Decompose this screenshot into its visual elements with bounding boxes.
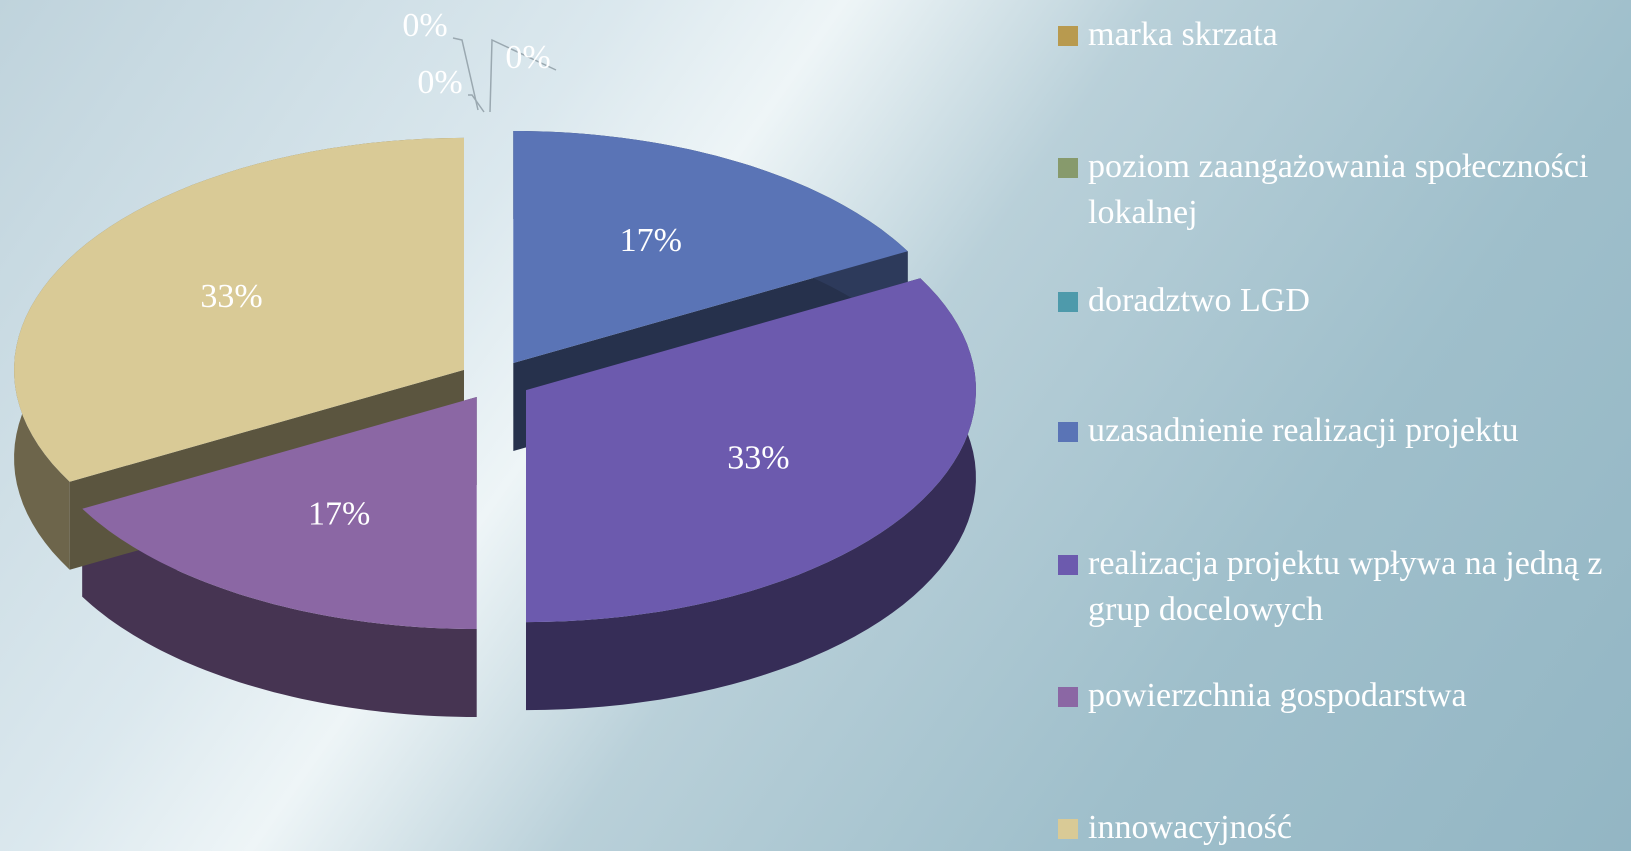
data-label: 0%: [402, 7, 447, 44]
slice: [14, 137, 464, 482]
data-label: 0%: [505, 39, 550, 76]
slice-side: [526, 278, 976, 711]
data-label: 0%: [417, 64, 462, 101]
leader-line: [452, 37, 479, 111]
legend-swatch: [1058, 422, 1078, 442]
slice-side: [82, 508, 477, 717]
legend-item: realizacja projektu wpływa na jedną z gr…: [1058, 541, 1628, 633]
legend-item: marka skrzata: [1058, 12, 1628, 58]
legend-label: innowacyjność: [1088, 809, 1292, 846]
chart: 0% 0% 0% 17% 33% 17% 33%: [14, 7, 976, 717]
legend-item: innowacyjność: [1058, 805, 1628, 851]
data-label: 33%: [200, 278, 262, 315]
data-label: 17%: [620, 222, 682, 259]
slice: [82, 397, 477, 629]
slice: [513, 131, 908, 363]
legend-label: powierzchnia gospodarstwa: [1088, 677, 1467, 714]
slice: [526, 278, 976, 623]
data-label: 33%: [727, 440, 789, 477]
legend-swatch: [1058, 687, 1078, 707]
legend-label: marka skrzata: [1088, 16, 1278, 53]
legend-item: poziom zaangażowania społeczności lokaln…: [1058, 144, 1628, 236]
legend-label: uzasadnienie realizacji projektu: [1088, 412, 1519, 449]
legend-label: doradztwo LGD: [1088, 282, 1310, 319]
data-label: 17%: [308, 496, 370, 533]
legend-swatch: [1058, 819, 1078, 839]
legend-item: doradztwo LGD: [1058, 278, 1628, 324]
legend-swatch: [1058, 26, 1078, 46]
legend-swatch: [1058, 292, 1078, 312]
legend-label: poziom zaangażowania społeczności lokaln…: [1088, 148, 1589, 231]
legend-swatch: [1058, 555, 1078, 575]
leader-line: [468, 94, 485, 113]
legend-label: realizacja projektu wpływa na jedną z gr…: [1088, 545, 1603, 628]
legend-item: uzasadnienie realizacji projektu: [1058, 408, 1628, 454]
legend-swatch: [1058, 158, 1078, 178]
leader-line: [489, 38, 557, 113]
legend-item: powierzchnia gospodarstwa: [1058, 673, 1628, 719]
